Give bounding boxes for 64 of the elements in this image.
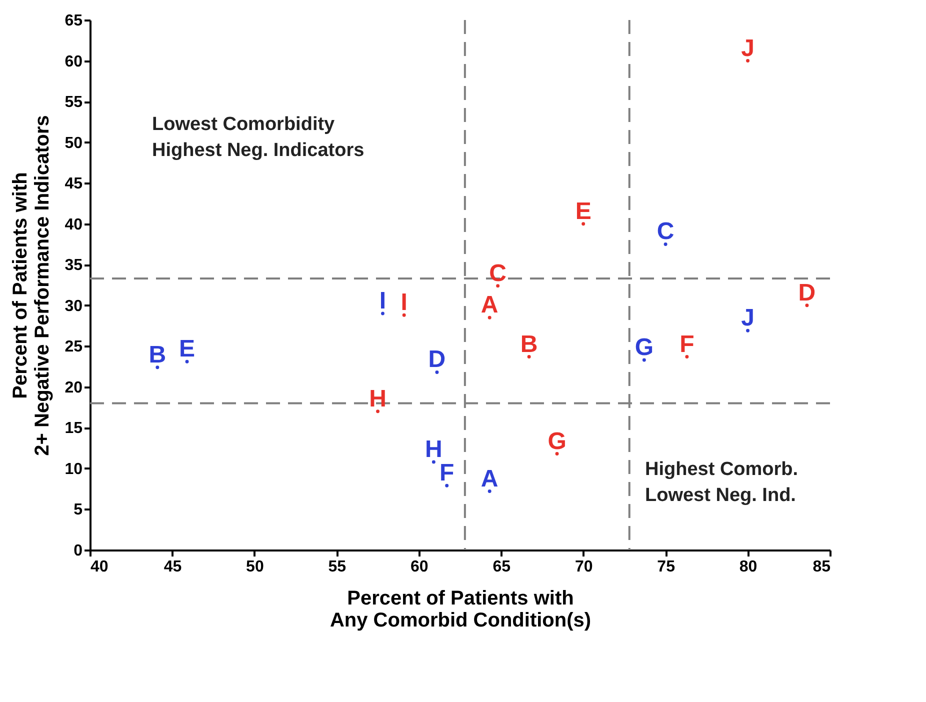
y-tick-label: 20 — [64, 379, 83, 396]
data-label: G — [634, 334, 654, 362]
point — [380, 312, 384, 316]
data-label: D — [428, 346, 446, 374]
point — [642, 358, 646, 362]
data-label: J — [741, 34, 754, 62]
point — [435, 370, 439, 374]
point — [488, 316, 492, 320]
data-label: F — [680, 330, 694, 358]
point — [445, 484, 449, 488]
data-label: G — [548, 428, 566, 455]
point — [156, 366, 160, 370]
y-tick-label: 45 — [64, 176, 83, 193]
point — [664, 242, 668, 246]
point — [555, 452, 559, 456]
annotation: Lowest Comorbidity Highest Neg. Indicators — [152, 114, 364, 161]
x-tick-label: 75 — [657, 558, 676, 576]
y-tick-label: 15 — [64, 420, 83, 438]
y-tick-label: 55 — [64, 94, 83, 112]
x-tick-label: 85 — [812, 558, 831, 576]
y-tick-label: 40 — [64, 216, 83, 234]
data-label: A — [480, 465, 498, 492]
data-label: A — [480, 292, 498, 319]
data-label: I — [379, 288, 386, 315]
data-label: I — [400, 289, 408, 316]
point — [402, 313, 406, 317]
x-tick-label: 50 — [246, 558, 264, 576]
x-tick-label: 65 — [492, 558, 511, 576]
data-label: D — [798, 279, 816, 306]
point — [185, 360, 189, 364]
x-axis-title: Percent of Patients with Any Comorbid Condition(s) — [330, 588, 592, 632]
data-label: B — [520, 330, 538, 358]
point — [746, 59, 750, 62]
data-label: H — [425, 436, 442, 463]
y-tick-label: 60 — [64, 53, 83, 70]
y-tick-label: 25 — [64, 338, 83, 356]
y-tick-label: 30 — [64, 298, 83, 315]
x-tick-label: 45 — [164, 558, 182, 576]
data-label: C — [656, 218, 674, 246]
data-label: F — [440, 460, 454, 487]
x-tick-label: 40 — [90, 558, 108, 576]
y-tick-label: 10 — [64, 460, 83, 478]
y-tick-label: 35 — [64, 257, 83, 274]
x-tick-label: 60 — [410, 558, 428, 576]
x-tick-label: 70 — [574, 558, 593, 576]
x-tick-label: 55 — [328, 558, 346, 576]
data-label: E — [179, 336, 196, 363]
x-tick-label: 80 — [739, 558, 758, 576]
y-axis-title: Percent of Patients with 2+ Negative Performance Indicators — [10, 115, 54, 456]
point — [685, 355, 689, 358]
y-tick-label: 65 — [64, 12, 83, 30]
point — [805, 304, 809, 308]
point — [582, 222, 586, 226]
point — [488, 490, 492, 494]
y-tick-label: 50 — [64, 134, 83, 152]
annotation: Highest Comorb. Lowest Neg. Ind. — [645, 459, 798, 506]
data-label: E — [575, 198, 592, 225]
y-tick-label: 0 — [74, 542, 83, 560]
y-tick-label: 5 — [74, 502, 83, 519]
data-label: J — [741, 304, 754, 332]
point — [746, 328, 750, 332]
data-label: B — [148, 341, 166, 368]
point — [527, 355, 531, 358]
point — [432, 460, 436, 464]
